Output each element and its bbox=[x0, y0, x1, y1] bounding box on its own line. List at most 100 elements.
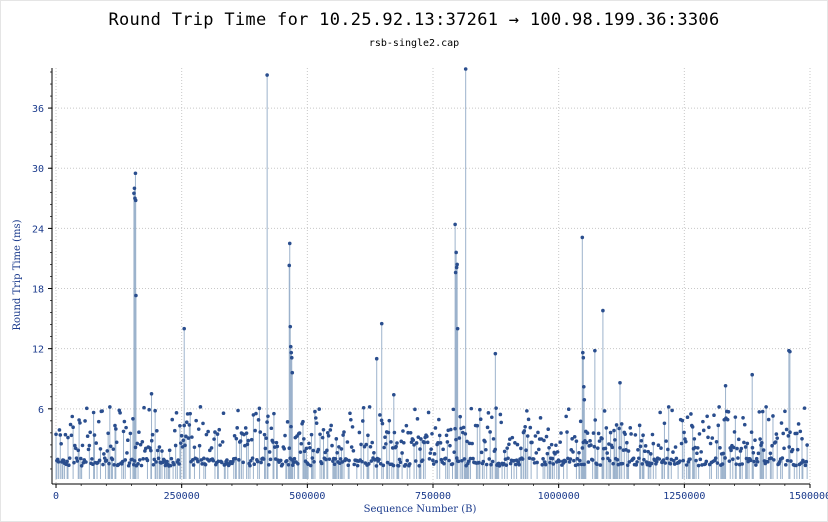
data-point bbox=[112, 463, 116, 467]
data-point bbox=[54, 432, 58, 437]
data-point bbox=[783, 409, 787, 414]
data-point bbox=[697, 432, 702, 436]
data-point bbox=[176, 458, 181, 462]
data-point bbox=[366, 462, 371, 466]
data-point bbox=[524, 448, 528, 453]
data-point bbox=[640, 462, 645, 466]
data-point bbox=[458, 414, 463, 419]
data-point bbox=[232, 433, 237, 438]
data-point bbox=[378, 413, 382, 417]
data-point bbox=[547, 445, 551, 450]
data-point bbox=[267, 450, 272, 454]
data-point bbox=[623, 432, 627, 436]
data-point bbox=[534, 451, 539, 455]
data-point bbox=[262, 432, 267, 437]
data-point bbox=[107, 461, 111, 466]
data-point bbox=[290, 463, 295, 467]
data-point bbox=[204, 432, 209, 437]
data-point bbox=[551, 462, 556, 466]
data-point bbox=[760, 409, 765, 414]
data-point bbox=[347, 458, 351, 463]
data-point bbox=[578, 419, 583, 424]
data-point bbox=[97, 458, 102, 463]
data-point bbox=[608, 430, 613, 435]
data-point bbox=[139, 463, 144, 468]
y-tick-label: 12 bbox=[32, 345, 44, 356]
data-point bbox=[379, 418, 384, 423]
data-point bbox=[187, 423, 192, 427]
data-point bbox=[132, 459, 137, 463]
data-point bbox=[798, 429, 803, 434]
data-point bbox=[264, 436, 269, 441]
data-point bbox=[589, 443, 593, 447]
data-point bbox=[405, 458, 410, 463]
data-point bbox=[581, 355, 586, 360]
data-point bbox=[255, 459, 260, 464]
data-point bbox=[618, 380, 622, 385]
data-point bbox=[555, 450, 560, 454]
data-point bbox=[72, 460, 76, 465]
data-point bbox=[490, 415, 494, 420]
data-point bbox=[748, 458, 753, 463]
data-point bbox=[649, 461, 654, 466]
data-point bbox=[186, 436, 191, 440]
data-point bbox=[408, 430, 413, 435]
data-point bbox=[392, 392, 396, 397]
data-point bbox=[497, 464, 502, 468]
data-point bbox=[149, 391, 154, 396]
data-point bbox=[766, 417, 771, 422]
x-tick-label: 1000000 bbox=[538, 491, 580, 502]
data-point bbox=[456, 459, 461, 464]
data-point bbox=[715, 461, 720, 465]
data-point bbox=[519, 446, 523, 451]
data-point bbox=[548, 460, 552, 465]
data-point bbox=[397, 457, 402, 462]
data-point bbox=[263, 446, 268, 451]
data-point bbox=[167, 448, 172, 453]
data-point bbox=[110, 457, 115, 462]
data-point bbox=[769, 456, 774, 460]
data-point bbox=[736, 456, 740, 460]
data-point bbox=[714, 440, 719, 444]
data-point bbox=[654, 459, 659, 464]
data-point bbox=[131, 417, 135, 421]
data-point bbox=[752, 459, 756, 464]
data-point bbox=[319, 461, 324, 466]
data-point bbox=[754, 463, 758, 467]
data-point bbox=[441, 447, 445, 452]
data-point bbox=[308, 446, 312, 450]
data-point bbox=[731, 445, 736, 450]
data-point bbox=[804, 459, 809, 464]
data-point bbox=[155, 428, 159, 433]
data-point bbox=[80, 443, 85, 448]
data-point bbox=[70, 414, 75, 419]
data-point bbox=[733, 415, 738, 419]
data-point bbox=[118, 411, 122, 415]
data-point bbox=[773, 440, 778, 444]
data-point bbox=[522, 429, 527, 433]
data-point bbox=[678, 459, 682, 464]
data-point bbox=[244, 431, 249, 435]
data-point bbox=[712, 413, 716, 418]
data-point bbox=[392, 430, 397, 435]
data-point bbox=[571, 450, 575, 454]
data-point bbox=[380, 421, 385, 426]
data-point bbox=[360, 419, 365, 423]
data-point bbox=[275, 444, 280, 449]
data-point bbox=[108, 405, 112, 409]
data-point bbox=[282, 446, 286, 451]
data-point bbox=[572, 434, 577, 439]
data-point bbox=[85, 434, 90, 439]
data-point bbox=[577, 450, 581, 455]
data-point bbox=[635, 460, 639, 464]
data-point bbox=[704, 459, 709, 464]
data-point bbox=[183, 443, 187, 448]
data-point bbox=[636, 456, 641, 461]
data-point bbox=[249, 437, 254, 442]
data-point bbox=[469, 406, 474, 411]
x-tick-label: 250000 bbox=[164, 491, 200, 502]
data-point bbox=[789, 459, 793, 463]
data-point bbox=[485, 425, 490, 430]
data-point bbox=[179, 433, 184, 438]
